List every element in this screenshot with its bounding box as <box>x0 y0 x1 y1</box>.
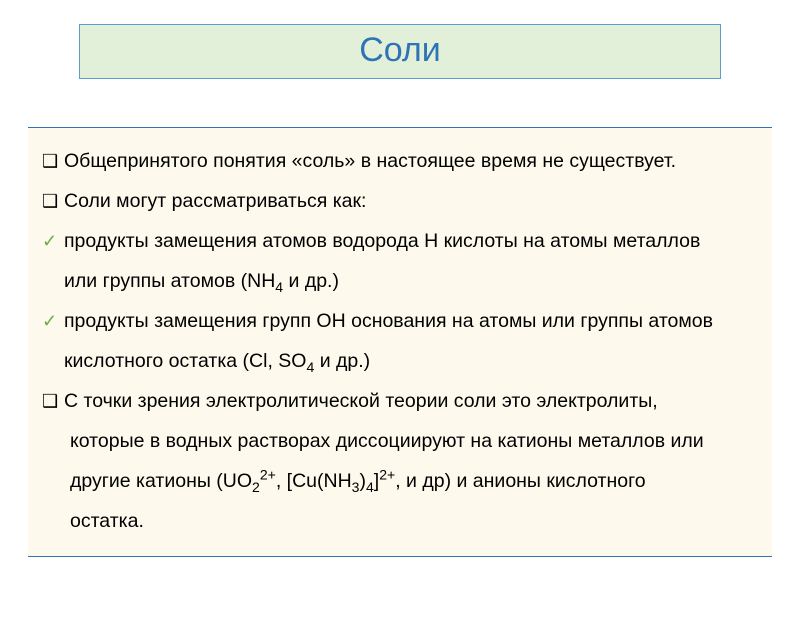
text-line: продукты замещения атомов водорода Н кис… <box>64 222 758 262</box>
text-fragment: , [Cu(NH <box>276 470 352 492</box>
text-continuation: которые в водных растворах диссоциируют … <box>42 422 758 462</box>
text-fragment: , и др) и анионы кислотного <box>395 470 645 492</box>
bullet-item-1: ❑ Общепринятого понятия «соль» в настоящ… <box>42 142 758 182</box>
text-continuation: другие катионы (UO22+, [Cu(NH3)4]2+, и д… <box>42 462 758 502</box>
square-bullet-icon: ❑ <box>42 182 64 222</box>
superscript: 2+ <box>260 466 276 482</box>
text-fragment: кислотного остатка (Cl, SO <box>64 350 306 372</box>
check-icon: ✓ <box>42 302 64 342</box>
text-continuation: остатка. <box>42 502 758 542</box>
subscript: 2 <box>252 479 260 495</box>
page-title: Соли <box>359 31 441 69</box>
text-line: Общепринятого понятия «соль» в настоящее… <box>64 142 758 182</box>
square-bullet-icon: ❑ <box>42 382 64 422</box>
text-line: Соли могут рассматриваться как: <box>64 182 758 222</box>
text-line: С точки зрения электролитической теории … <box>64 382 758 422</box>
text-fragment: и др.) <box>283 270 339 292</box>
subscript: 4 <box>275 279 283 295</box>
text-continuation: или группы атомов (NH4 и др.) <box>42 262 758 302</box>
check-item-2: ✓ продукты замещения групп ОН основания … <box>42 302 758 342</box>
text-fragment: и др.) <box>314 350 370 372</box>
superscript: 2+ <box>379 466 395 482</box>
check-item-1: ✓ продукты замещения атомов водорода Н к… <box>42 222 758 262</box>
text-line: продукты замещения групп ОН основания на… <box>64 302 758 342</box>
title-box: Соли <box>79 24 721 79</box>
bullet-item-2: ❑ Соли могут рассматриваться как: <box>42 182 758 222</box>
bullet-item-3: ❑ С точки зрения электролитической теори… <box>42 382 758 422</box>
text-continuation: кислотного остатка (Cl, SO4 и др.) <box>42 342 758 382</box>
check-icon: ✓ <box>42 222 64 262</box>
text-fragment: или группы атомов (NH <box>64 270 275 292</box>
content-box: ❑ Общепринятого понятия «соль» в настоящ… <box>28 127 772 557</box>
subscript: 4 <box>366 479 374 495</box>
text-fragment: другие катионы (UO <box>70 470 252 492</box>
square-bullet-icon: ❑ <box>42 142 64 182</box>
